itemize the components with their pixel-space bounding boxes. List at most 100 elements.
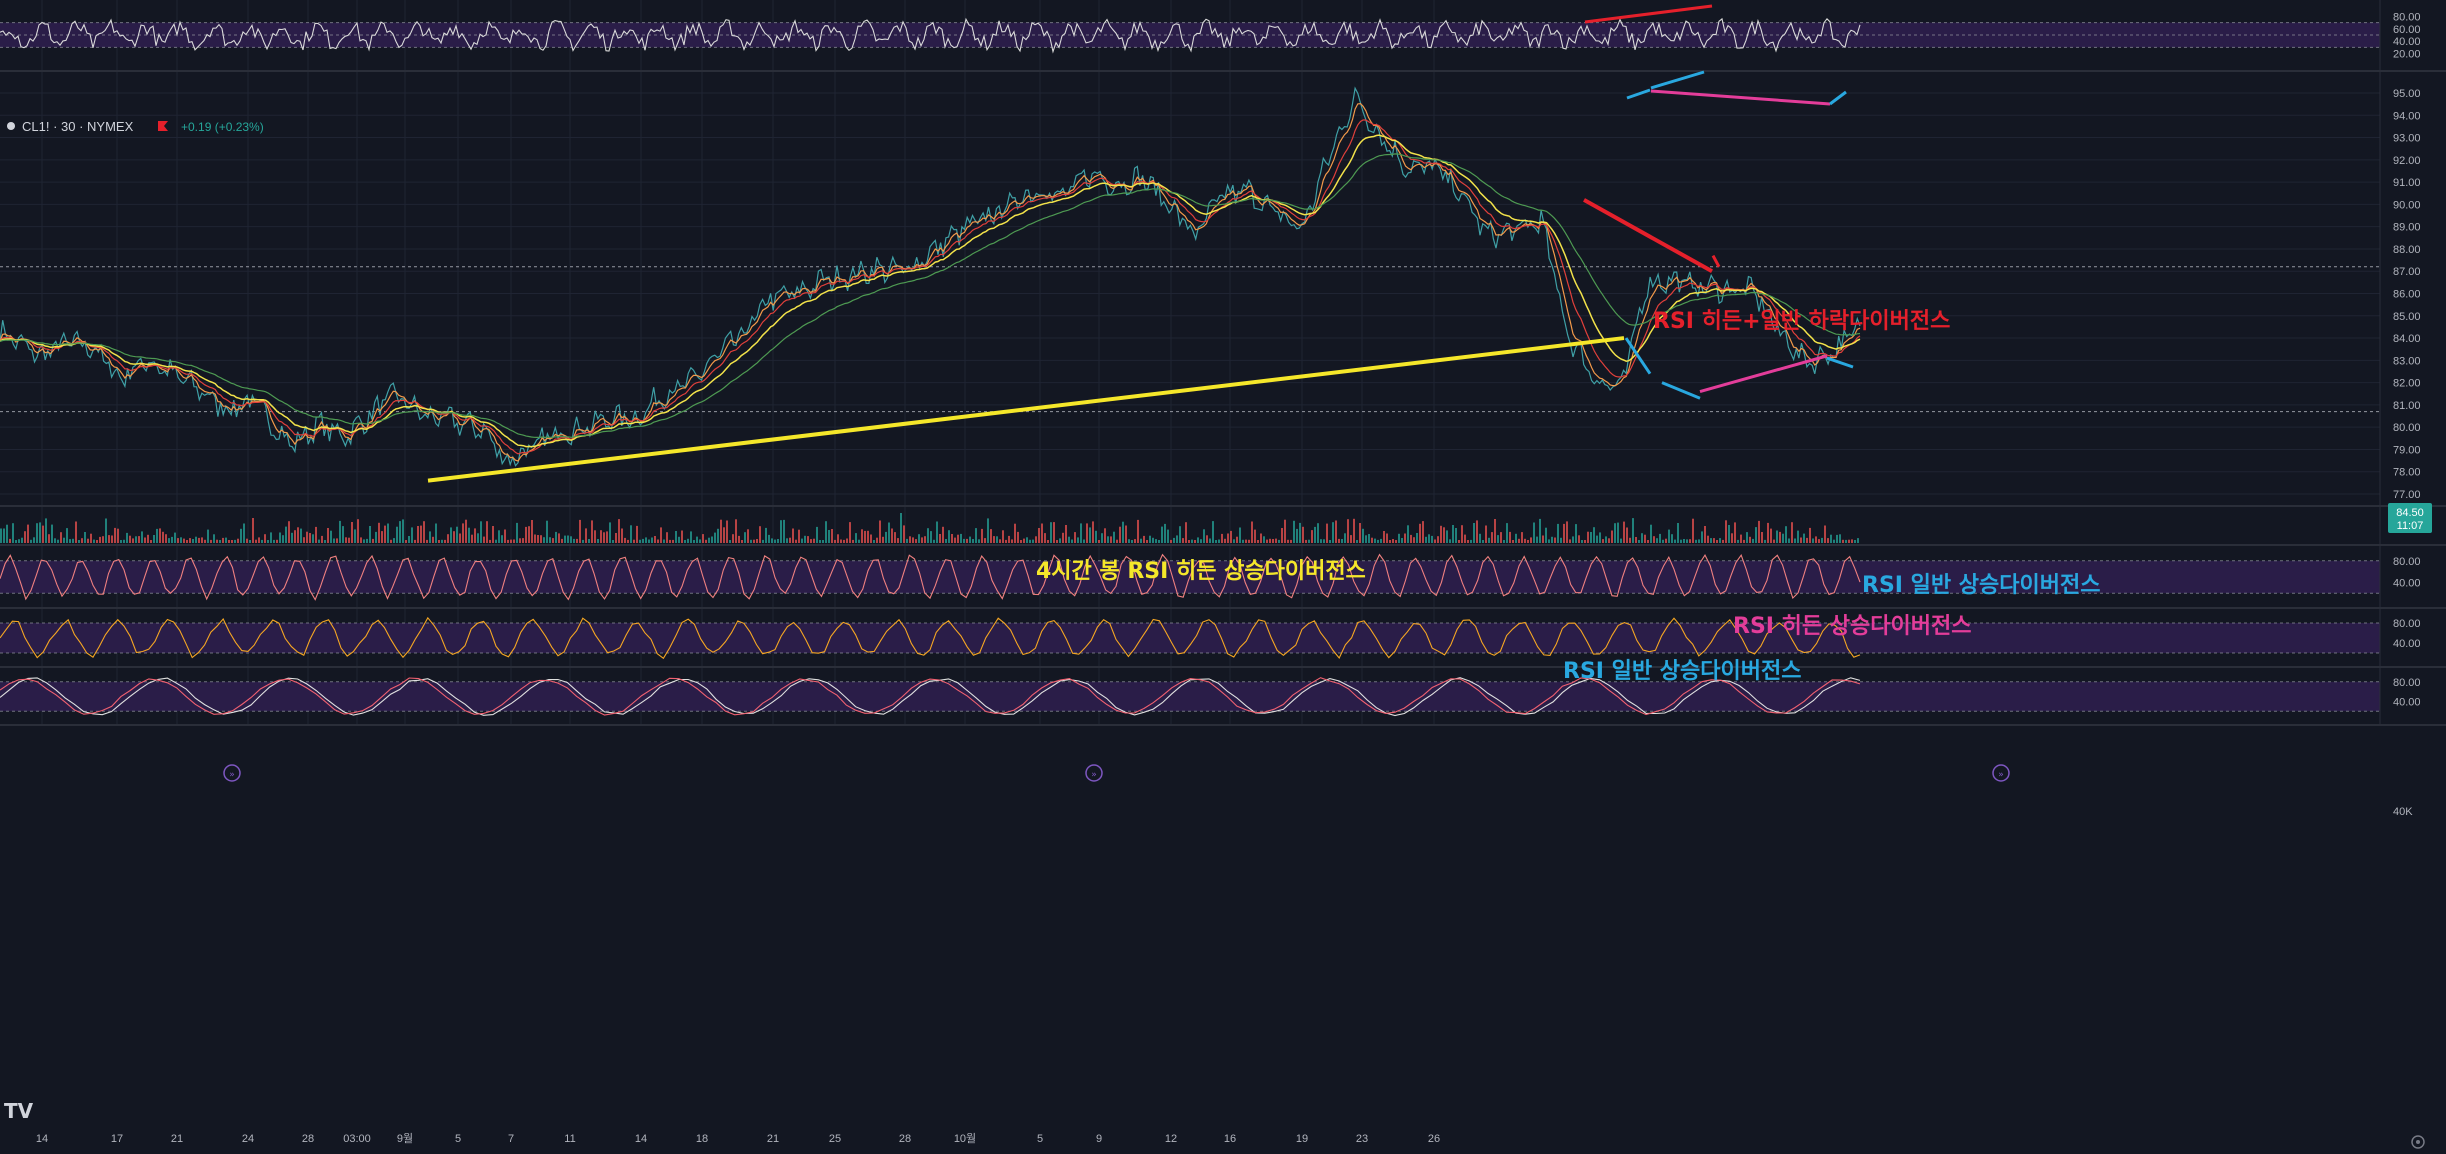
volume-bar bbox=[678, 536, 680, 543]
volume-bar bbox=[429, 531, 431, 543]
volume-bar bbox=[222, 537, 224, 543]
volume-bar bbox=[882, 536, 884, 543]
x-tick-label: 28 bbox=[302, 1133, 314, 1145]
volume-bar bbox=[300, 528, 302, 543]
volume-bar bbox=[453, 531, 455, 543]
ma-fast-line bbox=[0, 102, 1861, 462]
volume-bar bbox=[1470, 539, 1472, 543]
volume-bar bbox=[1431, 535, 1433, 543]
volume-bar bbox=[282, 535, 284, 543]
x-tick-label: 12 bbox=[1165, 1133, 1177, 1145]
volume-bar bbox=[330, 530, 332, 543]
volume-bar bbox=[918, 534, 920, 543]
volume-bar bbox=[306, 531, 308, 543]
volume-bar bbox=[915, 539, 917, 543]
volume-bar bbox=[291, 532, 293, 543]
volume-bar bbox=[1845, 539, 1847, 543]
volume-bar bbox=[105, 518, 107, 543]
volume-bar bbox=[435, 523, 437, 543]
volume-bar bbox=[633, 539, 635, 543]
volume-bar bbox=[360, 537, 362, 543]
volume-bar bbox=[1491, 532, 1493, 543]
volume-bar bbox=[114, 527, 116, 543]
price-badge-value: 84.50 bbox=[2396, 507, 2424, 519]
tradingview-logo[interactable]: TV bbox=[4, 1099, 34, 1123]
volume-bar bbox=[333, 538, 335, 543]
volume-bar bbox=[1338, 538, 1340, 543]
volume-bar bbox=[186, 540, 188, 543]
volume-bar bbox=[1494, 519, 1496, 543]
volume-bar bbox=[237, 538, 239, 543]
volume-bar bbox=[864, 530, 866, 543]
x-tick-label: 14 bbox=[36, 1133, 48, 1145]
volume-bar bbox=[1557, 523, 1559, 543]
volume-bar bbox=[1140, 538, 1142, 543]
volume-bar bbox=[909, 536, 911, 543]
volume-bar bbox=[102, 536, 104, 543]
volume-bar bbox=[1602, 539, 1604, 543]
x-tick-label: 28 bbox=[899, 1133, 911, 1145]
volume-bar bbox=[1614, 523, 1616, 543]
volume-bar bbox=[1092, 521, 1094, 543]
volume-bar bbox=[810, 539, 812, 543]
volume-bar bbox=[21, 537, 23, 543]
flag-icon[interactable] bbox=[158, 121, 168, 131]
volume-bar bbox=[579, 519, 581, 543]
x-tick-label: 10월 bbox=[954, 1132, 976, 1145]
volume-bar bbox=[1191, 539, 1193, 543]
volume-bar bbox=[393, 538, 395, 543]
volume-bar bbox=[261, 539, 263, 543]
x-tick-label: 11 bbox=[564, 1133, 575, 1145]
volume-bar bbox=[1005, 539, 1007, 543]
volume-bar bbox=[1185, 522, 1187, 543]
volume-bar bbox=[876, 537, 878, 543]
volume-bar bbox=[471, 534, 473, 543]
price-y-tick: 91.00 bbox=[2393, 177, 2421, 189]
volume-bar bbox=[624, 537, 626, 543]
volume-bar bbox=[30, 539, 32, 543]
volume-bar bbox=[768, 534, 770, 543]
price-y-tick: 85.00 bbox=[2393, 311, 2421, 323]
volume-bar bbox=[798, 529, 800, 543]
volume-bar bbox=[1623, 521, 1625, 543]
volume-bar bbox=[774, 539, 776, 543]
price-y-tick: 90.00 bbox=[2393, 199, 2421, 211]
volume-bar bbox=[324, 540, 326, 543]
volume-bar bbox=[1146, 540, 1148, 543]
volume-axis-label: 40K bbox=[2393, 806, 2413, 818]
volume-bar bbox=[1299, 522, 1301, 543]
volume-bar bbox=[87, 538, 89, 543]
volume-bar bbox=[795, 539, 797, 543]
volume-bar bbox=[381, 531, 383, 543]
volume-bar bbox=[1485, 525, 1487, 543]
symbol-change: +0.19 (+0.23%) bbox=[181, 120, 264, 134]
osc2-y-tick: 40.00 bbox=[2393, 638, 2421, 650]
volume-bar bbox=[84, 532, 86, 543]
volume-bar bbox=[1119, 526, 1121, 543]
symbol-legend[interactable]: CL1! · 30 · NYMEX +0.19 (+0.23%) bbox=[7, 119, 264, 134]
volume-bar bbox=[1419, 523, 1421, 543]
volume-bar bbox=[24, 531, 26, 543]
volume-bar bbox=[279, 532, 281, 543]
volume-bar bbox=[1227, 533, 1229, 543]
ma-red-line bbox=[0, 119, 1861, 455]
volume-bar bbox=[1197, 537, 1199, 543]
volume-bar bbox=[99, 536, 101, 543]
price-y-tick: 88.00 bbox=[2393, 244, 2421, 256]
volume-bar bbox=[756, 539, 758, 543]
volume-bar bbox=[582, 539, 584, 543]
volume-bar bbox=[1209, 538, 1211, 543]
volume-bar bbox=[459, 533, 461, 543]
volume-bar bbox=[33, 537, 35, 543]
volume-bar bbox=[936, 521, 938, 543]
settings-icon[interactable] bbox=[2411, 1135, 2425, 1149]
volume-bar bbox=[390, 539, 392, 543]
volume-bar bbox=[717, 528, 719, 543]
volume-bar bbox=[288, 521, 290, 543]
volume-bar bbox=[825, 521, 827, 543]
volume-bar bbox=[1212, 521, 1214, 543]
volume-bar bbox=[879, 520, 881, 543]
volume-bar bbox=[1359, 523, 1361, 543]
volume-bar bbox=[1785, 526, 1787, 543]
